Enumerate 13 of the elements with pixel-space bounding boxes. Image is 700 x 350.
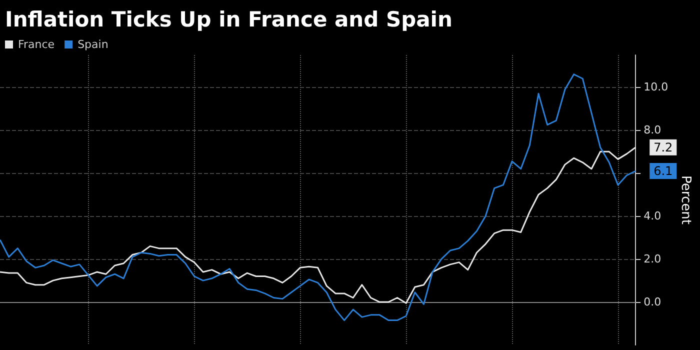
y-axis-title: Percent xyxy=(678,176,693,224)
legend-label: Spain xyxy=(78,38,108,51)
y-tick-label: 4.0 xyxy=(644,210,662,223)
data-label: 7.2 xyxy=(654,140,673,154)
y-tick-label: 8.0 xyxy=(644,124,662,137)
chart-title: Inflation Ticks Up in France and Spain xyxy=(5,8,452,32)
y-tick-label: 0.0 xyxy=(644,296,662,309)
legend-label: France xyxy=(18,38,55,51)
line-series xyxy=(0,146,636,304)
line-series xyxy=(0,74,636,322)
y-tick-label: 2.0 xyxy=(644,252,662,266)
y-tick-label: 10.0 xyxy=(644,80,668,94)
data-label: 6.1 xyxy=(654,164,673,178)
